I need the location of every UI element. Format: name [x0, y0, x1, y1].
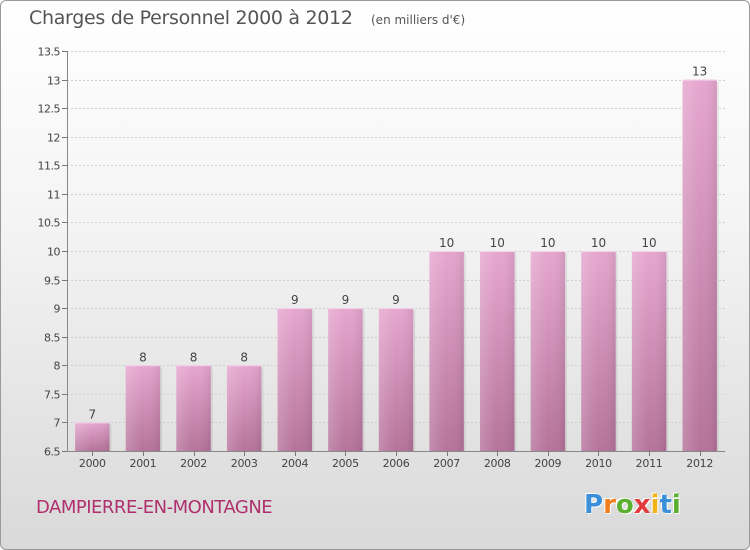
logo-letter: i [671, 490, 681, 520]
logo-letter: P [584, 490, 604, 520]
y-tick-label: 7.5 [44, 389, 60, 402]
y-tick-label: 13 [47, 75, 60, 88]
bar-shine [581, 251, 616, 451]
bar-shine [75, 422, 110, 451]
y-tick-label: 10 [47, 246, 60, 259]
value-label: 10 [540, 236, 555, 250]
bar-shine [378, 308, 414, 451]
bar-shine [277, 308, 312, 451]
logo-letter: o [615, 490, 634, 520]
x-tick-label: 2005 [332, 457, 359, 470]
x-tick-label: 2004 [281, 457, 308, 470]
value-label: 13 [692, 65, 707, 79]
y-tick-label: 12.5 [38, 103, 61, 116]
chart-title: Charges de Personnel 2000 à 2012 [29, 7, 353, 29]
y-tick-label: 11 [47, 189, 60, 202]
x-tick-label: 2011 [636, 457, 663, 470]
logo-letter: i [650, 490, 660, 520]
bar-shine [631, 251, 667, 451]
bar-shine [480, 251, 515, 451]
bar-shine [682, 79, 717, 452]
bar-shine [226, 365, 262, 451]
y-tick-label: 13.5 [38, 46, 61, 59]
value-label: 8 [139, 350, 147, 364]
x-tick-label: 2010 [585, 457, 612, 470]
y-tick-label: 9 [54, 303, 61, 316]
value-label: 9 [392, 293, 400, 307]
logo-letter: t [659, 490, 672, 520]
x-tick-label: 2009 [534, 457, 561, 470]
x-tick-label: 2012 [686, 457, 713, 470]
x-tick-label: 2002 [180, 457, 207, 470]
bar-shine [328, 308, 363, 451]
value-label: 9 [342, 293, 350, 307]
proxiti-logo[interactable]: Proxiti [584, 490, 681, 520]
x-tick-label: 2003 [231, 457, 258, 470]
chart-subtitle: (en milliers d'€) [371, 13, 466, 27]
value-label: 8 [190, 350, 198, 364]
y-tick-label: 7 [54, 417, 61, 430]
logo-letter: r [603, 490, 616, 520]
value-label: 7 [88, 407, 96, 421]
y-tick-label: 9.5 [44, 275, 60, 288]
x-tick-label: 2007 [433, 457, 460, 470]
y-tick-label: 8 [54, 360, 61, 373]
y-tick-label: 8.5 [44, 332, 60, 345]
x-tick-label: 2000 [79, 457, 106, 470]
value-label: 10 [591, 236, 606, 250]
bar-shine [530, 251, 566, 451]
bar-shine [176, 365, 211, 451]
value-label: 10 [439, 236, 454, 250]
x-tick-label: 2006 [383, 457, 410, 470]
x-tick-label: 2001 [130, 457, 157, 470]
value-label: 9 [291, 293, 299, 307]
bar-shine [125, 365, 161, 451]
value-label: 10 [641, 236, 656, 250]
y-tick-label: 11.5 [38, 160, 61, 173]
bar-shine [429, 251, 464, 451]
y-tick-label: 10.5 [38, 217, 61, 230]
y-tick-label: 6.5 [44, 446, 60, 459]
axes [62, 51, 725, 456]
bars [75, 79, 719, 452]
x-tick-label: 2008 [484, 457, 511, 470]
value-label: 10 [490, 236, 505, 250]
logo-letter: x [633, 490, 651, 520]
labels: 6.5 7 7.5 8 8.5 9 9.5 10 10.5 11 11.5 12 12.5 13 13.5 7… [38, 46, 714, 471]
y-tick-label: 12 [47, 132, 60, 145]
value-label: 8 [240, 350, 248, 364]
commune-name: DAMPIERRE-EN-MONTAGNE [36, 497, 273, 518]
